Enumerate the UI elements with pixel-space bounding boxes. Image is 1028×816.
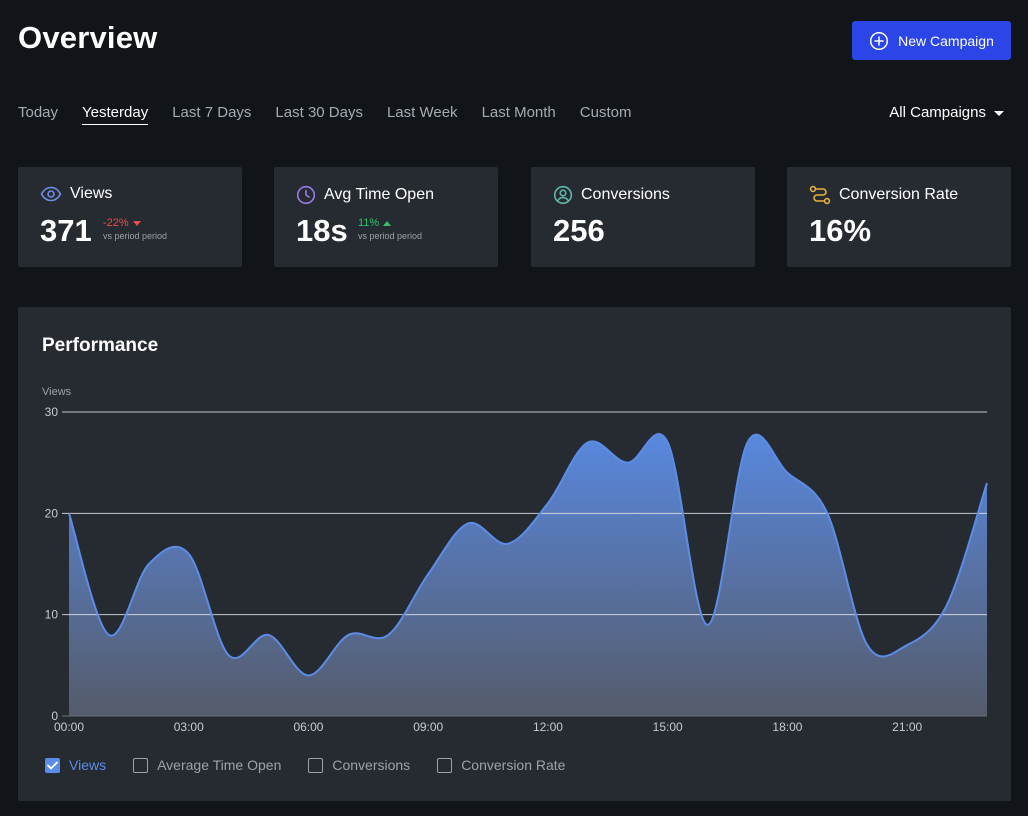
- x-tick-label: 15:00: [653, 720, 683, 734]
- stat-label: Avg Time Open: [324, 186, 434, 203]
- x-tick-label: 03:00: [174, 720, 204, 734]
- date-range-tabs: Today Yesterday Last 7 Days Last 30 Days…: [18, 104, 655, 125]
- tab-last-week[interactable]: Last Week: [386, 104, 458, 121]
- x-tick-label: 09:00: [413, 720, 443, 734]
- stat-card-avg-time-open: Avg Time Open 18s 11% vs period period: [274, 167, 498, 267]
- legend-average-time-open[interactable]: Average Time Open: [133, 757, 281, 773]
- new-campaign-label: New Campaign: [898, 32, 994, 49]
- x-tick-label: 06:00: [293, 720, 323, 734]
- y-axis-label: Views: [42, 386, 72, 398]
- stat-card-views: Views 371 -22% vs period period: [18, 167, 242, 267]
- triangle-down-icon: [132, 220, 141, 226]
- legend-label: Average Time Open: [157, 757, 282, 773]
- eye-icon: [40, 186, 62, 202]
- route-icon: [809, 185, 831, 205]
- delta-value: 11%: [358, 217, 380, 229]
- stat-delta: -22% vs period period: [103, 217, 167, 242]
- stat-value: 16%: [809, 213, 872, 248]
- delta-value: -22%: [103, 217, 129, 229]
- tab-today[interactable]: Today: [18, 104, 59, 121]
- clock-icon: [296, 185, 316, 205]
- tab-last-month[interactable]: Last Month: [481, 104, 556, 121]
- y-tick-label: 10: [45, 608, 59, 622]
- triangle-up-icon: [383, 220, 392, 226]
- tab-last-30-days[interactable]: Last 30 Days: [275, 104, 363, 121]
- y-tick-label: 0: [51, 709, 58, 723]
- checkbox-unchecked[interactable]: [437, 757, 453, 773]
- legend-conversion-rate[interactable]: Conversion Rate: [437, 757, 565, 773]
- campaign-filter-dropdown[interactable]: All Campaigns: [889, 104, 1004, 121]
- stat-card-conversion-rate: Conversion Rate 16%: [787, 167, 1011, 267]
- x-tick-label: 12:00: [533, 720, 563, 734]
- legend-views[interactable]: Views: [45, 757, 106, 773]
- page-title: Overview: [18, 20, 158, 55]
- stat-card-conversions: Conversions 256: [531, 167, 755, 267]
- legend-conversions[interactable]: Conversions: [308, 757, 410, 773]
- legend-label: Conversions: [332, 757, 411, 773]
- performance-title: Performance: [42, 335, 159, 356]
- y-tick-label: 30: [45, 405, 59, 419]
- performance-panel: Performance Views 0 10 20 30 00:00 03:00 06:00 0…: [18, 307, 1011, 801]
- checkbox-checked[interactable]: [45, 757, 60, 773]
- x-tick-label: 18:00: [772, 720, 802, 734]
- stat-value: 371: [40, 213, 92, 248]
- chart-legend: Views Average Time Open Conversions Conv…: [45, 757, 592, 773]
- plus-circle-icon: [869, 31, 889, 51]
- legend-label: Conversion Rate: [461, 757, 566, 773]
- delta-caption: vs period period: [103, 231, 168, 241]
- stat-label: Conversions: [581, 186, 670, 203]
- stat-value: 256: [553, 213, 605, 248]
- user-circle-icon: [553, 185, 573, 205]
- y-tick-label: 20: [45, 506, 59, 520]
- campaign-filter-value: All Campaigns: [889, 104, 986, 121]
- tab-custom[interactable]: Custom: [579, 104, 632, 121]
- new-campaign-button[interactable]: New Campaign: [852, 21, 1011, 60]
- x-tick-label: 00:00: [54, 720, 84, 734]
- stat-label: Views: [70, 185, 113, 202]
- caret-down-icon: [994, 110, 1004, 116]
- delta-caption: vs period period: [358, 231, 423, 241]
- x-tick-label: 21:00: [892, 720, 922, 734]
- tab-yesterday[interactable]: Yesterday: [82, 104, 149, 125]
- checkmark-icon: [47, 761, 58, 769]
- checkbox-unchecked[interactable]: [308, 757, 324, 773]
- legend-label: Views: [69, 757, 107, 773]
- performance-chart: Views 0 10 20 30 00:00 03:00 06:00 09:00 12:00 15:…: [42, 386, 988, 734]
- stat-label: Conversion Rate: [839, 186, 959, 203]
- tab-last-7-days[interactable]: Last 7 Days: [172, 104, 252, 121]
- stat-delta: 11% vs period period: [358, 217, 422, 242]
- checkbox-unchecked[interactable]: [133, 757, 149, 773]
- series-area-views: [69, 434, 987, 716]
- stat-value: 18s: [296, 213, 348, 248]
- series-line-views: [68, 433, 988, 677]
